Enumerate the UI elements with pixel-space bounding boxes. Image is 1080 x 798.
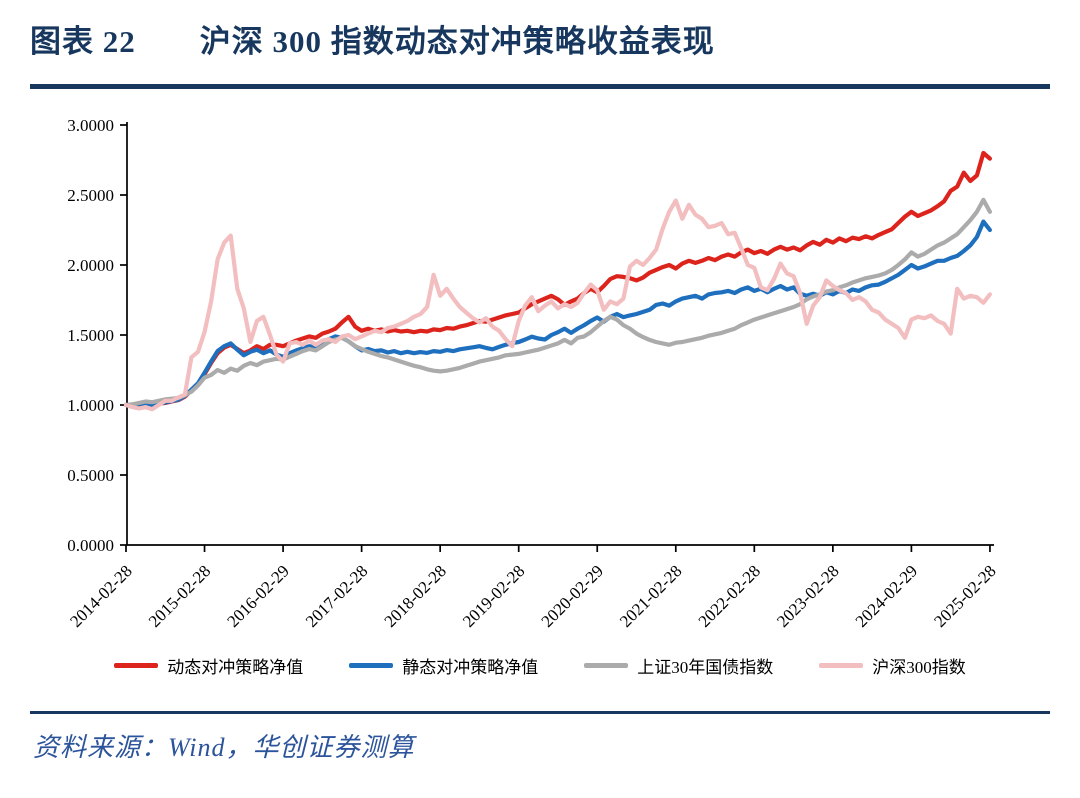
svg-text:2022-02-28: 2022-02-28 bbox=[695, 561, 765, 631]
data-source-note: 资料来源：Wind，华创证券测算 bbox=[33, 733, 415, 762]
svg-text:2017-02-28: 2017-02-28 bbox=[302, 561, 372, 631]
figure-title: 沪深 300 指数动态对冲策略收益表现 bbox=[199, 24, 715, 59]
svg-text:2020-02-29: 2020-02-29 bbox=[538, 561, 608, 631]
svg-text:2019-02-28: 2019-02-28 bbox=[459, 561, 529, 631]
figure-header: 图表 22 沪深 300 指数动态对冲策略收益表现 bbox=[30, 16, 715, 61]
svg-text:0.0000: 0.0000 bbox=[67, 536, 114, 555]
svg-text:2015-02-28: 2015-02-28 bbox=[145, 561, 215, 631]
red-line-swatch bbox=[114, 663, 159, 668]
header-divider bbox=[30, 84, 1050, 89]
legend-item-treasury-index: 上证30年国债指数 bbox=[584, 653, 773, 678]
legend-item-csi300-index: 沪深300指数 bbox=[819, 653, 966, 678]
figure-number: 图表 22 bbox=[30, 24, 136, 59]
svg-text:2.5000: 2.5000 bbox=[67, 186, 114, 205]
svg-text:3.0000: 3.0000 bbox=[67, 116, 114, 135]
footer-divider bbox=[30, 711, 1050, 714]
legend-label: 沪深300指数 bbox=[872, 658, 966, 677]
svg-text:2025-02-28: 2025-02-28 bbox=[930, 561, 1000, 631]
legend-item-dynamic-hedge: 动态对冲策略净值 bbox=[114, 653, 303, 678]
svg-text:1.5000: 1.5000 bbox=[67, 326, 114, 345]
blue-line-swatch bbox=[349, 663, 394, 668]
svg-text:2018-02-28: 2018-02-28 bbox=[380, 561, 450, 631]
legend-label: 动态对冲策略净值 bbox=[167, 658, 304, 677]
svg-text:2016-02-29: 2016-02-29 bbox=[223, 561, 293, 631]
svg-text:2024-02-29: 2024-02-29 bbox=[852, 561, 922, 631]
gray-line-swatch bbox=[584, 663, 629, 668]
svg-text:2.0000: 2.0000 bbox=[67, 256, 114, 275]
chart-legend: 动态对冲策略净值 静态对冲策略净值 上证30年国债指数 沪深300指数 bbox=[0, 653, 1080, 678]
legend-item-static-hedge: 静态对冲策略净值 bbox=[349, 653, 538, 678]
svg-text:0.5000: 0.5000 bbox=[67, 466, 114, 485]
pink-line-swatch bbox=[819, 663, 864, 668]
svg-text:2021-02-28: 2021-02-28 bbox=[616, 561, 686, 631]
svg-text:2014-02-28: 2014-02-28 bbox=[66, 561, 136, 631]
svg-text:2023-02-28: 2023-02-28 bbox=[773, 561, 843, 631]
legend-label: 上证30年国债指数 bbox=[637, 658, 774, 677]
legend-label: 静态对冲策略净值 bbox=[402, 658, 539, 677]
svg-text:1.0000: 1.0000 bbox=[67, 396, 114, 415]
